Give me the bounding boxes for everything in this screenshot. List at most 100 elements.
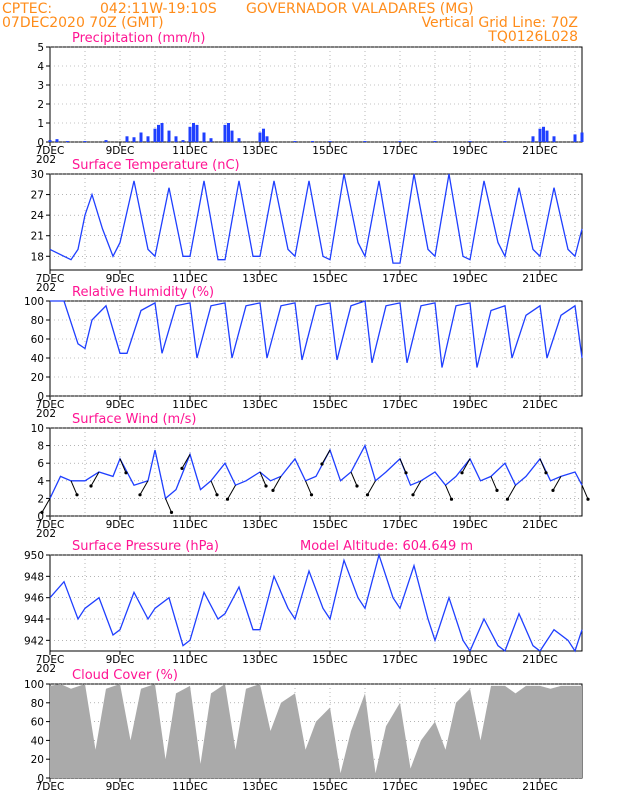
precip-bar	[55, 139, 59, 142]
x-tick-label: 21DEC	[522, 273, 557, 285]
x-tick-label: 9DEC	[106, 273, 135, 285]
precip-bar	[363, 141, 367, 142]
year-fragment: 202	[36, 663, 56, 675]
x-tick-label: 7DEC	[36, 781, 65, 793]
precip-bar	[104, 140, 108, 142]
wind-arrow	[259, 471, 267, 487]
y-tick-label: 5	[37, 42, 44, 54]
wind-arrow-head	[180, 466, 184, 470]
y-tick-label: 6	[37, 458, 44, 470]
x-tick-label: 13DEC	[242, 273, 277, 285]
y-tick-label: 2	[37, 99, 44, 111]
wind-arrow-head	[355, 484, 359, 488]
precip-bar	[167, 130, 171, 142]
wind-arrow	[227, 484, 236, 500]
x-tick-label: 19DEC	[452, 654, 487, 666]
wind-arrow-head	[169, 510, 174, 514]
wind-arrow	[412, 480, 422, 496]
wind-arrow-head	[586, 497, 590, 501]
wind-arrow-head	[404, 471, 408, 475]
x-tick-label: 17DEC	[382, 781, 417, 793]
x-tick-label: 21DEC	[522, 399, 557, 411]
precip-bar	[230, 130, 234, 142]
y-tick-label: 21	[31, 231, 44, 243]
precip-bar	[153, 128, 157, 142]
wind-arrow	[539, 458, 547, 473]
x-tick-label: 15DEC	[312, 273, 347, 285]
wind-arrow	[272, 476, 282, 491]
panel-frame	[49, 427, 583, 517]
y-tick-label: 944	[24, 614, 44, 626]
precip-bar	[227, 123, 230, 142]
y-tick-label: 80	[31, 698, 44, 710]
precip-bar	[545, 130, 549, 142]
wind-arrow	[90, 471, 100, 487]
y-tick-label: 0	[37, 511, 44, 523]
precip-bar	[573, 134, 577, 142]
precip-bar	[174, 136, 178, 142]
x-tick-label: 11DEC	[172, 781, 207, 793]
wind-arrow-head	[309, 493, 314, 497]
panel-pres: 942 944 946 948 950 7DEC 9DEC 11DEC 13DEC 15DEC 17…	[24, 539, 583, 675]
y-tick-label: 60	[31, 717, 44, 729]
x-tick-label: 9DEC	[106, 654, 135, 666]
x-tick-label: 11DEC	[172, 145, 207, 157]
x-tick-label: 17DEC	[382, 519, 417, 531]
precip-bar	[223, 124, 227, 142]
y-tick-label: 8	[37, 441, 44, 453]
x-tick-label: 7DEC	[36, 519, 65, 531]
precip-bar	[433, 141, 437, 142]
panel-title-temp: Surface Temperature (nC)	[72, 158, 240, 173]
x-tick-label: 11DEC	[172, 273, 207, 285]
year-fragment: 202	[36, 282, 56, 294]
x-tick-label: 7DEC	[36, 654, 65, 666]
precip-bar	[146, 136, 150, 142]
wind-arrow-head	[271, 488, 275, 492]
y-tick-label: 60	[31, 334, 44, 346]
y-tick-label: 0	[37, 391, 44, 403]
precip-bar	[66, 141, 69, 142]
precip-bar	[538, 128, 542, 142]
y-tick-label: 942	[24, 635, 44, 647]
wind-arrow	[350, 471, 358, 487]
wind-arrow-head	[138, 493, 142, 497]
x-tick-label: 9DEC	[106, 781, 135, 793]
wind-arrow-head	[264, 484, 268, 488]
wind-arrow	[70, 480, 78, 495]
precip-bar	[132, 137, 136, 142]
x-tick-label: 19DEC	[452, 273, 487, 285]
wind-arrow-head	[495, 488, 499, 492]
year-fragment: 202	[36, 154, 56, 166]
precip-bar	[157, 124, 160, 142]
pres-line	[49, 552, 583, 653]
precip-bar	[293, 141, 297, 142]
y-tick-label: 3	[37, 80, 44, 92]
wind-arrow	[165, 498, 172, 513]
precip-bar	[531, 136, 535, 142]
x-tick-label: 9DEC	[106, 145, 135, 157]
y-tick-label: 946	[24, 593, 44, 605]
x-tick-label: 15DEC	[312, 399, 347, 411]
precip-bar	[188, 126, 192, 142]
wind-arrow	[581, 485, 589, 500]
cloud-area	[50, 684, 582, 778]
x-tick-label: 13DEC	[242, 519, 277, 531]
precip-bar	[209, 138, 213, 142]
wind-arrow	[490, 476, 498, 491]
panel-title-rh: Relative Humidity (%)	[72, 285, 214, 300]
wind-arrow-head	[449, 497, 454, 501]
year-fragment: 202	[36, 408, 56, 420]
x-tick-label: 19DEC	[452, 519, 487, 531]
wind-arrow	[305, 480, 312, 495]
x-tick-label: 21DEC	[522, 519, 557, 531]
wind-arrow-head	[505, 497, 510, 501]
x-tick-label: 21DEC	[522, 781, 557, 793]
x-tick-label: 15DEC	[312, 781, 347, 793]
header-location: GOVERNADOR VALADARES (MG)	[246, 1, 474, 17]
wind-arrow-head	[75, 493, 79, 497]
wind-arrow	[552, 476, 562, 491]
x-tick-label: 17DEC	[382, 273, 417, 285]
y-tick-label: 0	[37, 773, 44, 785]
wind-arrow-head	[225, 497, 230, 501]
y-tick-label: 100	[24, 296, 44, 308]
